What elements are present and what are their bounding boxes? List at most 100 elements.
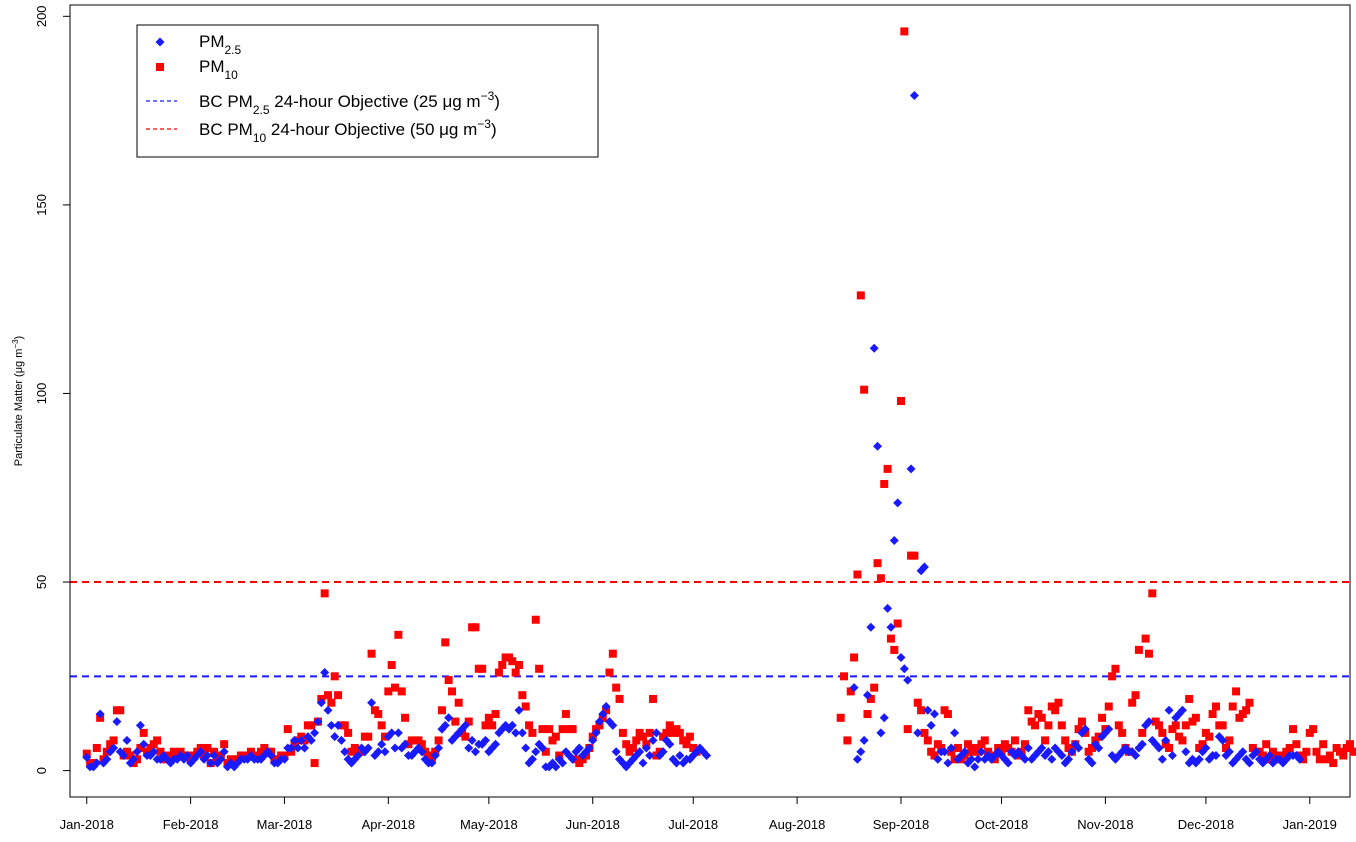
pm25-point — [913, 728, 923, 738]
legend-marker-pm10 — [156, 63, 164, 71]
pm10-point — [1262, 740, 1271, 749]
pm25-point — [440, 720, 450, 730]
pm25-point — [862, 690, 872, 700]
pm10-point — [1258, 751, 1267, 760]
pm25-point — [373, 747, 383, 757]
pm10-point — [863, 710, 872, 719]
pm10-point — [344, 728, 353, 737]
pm10-point — [622, 740, 631, 749]
y-axis: 0 50 100 150 200 — [34, 5, 71, 774]
y-tick-label: 200 — [34, 5, 49, 27]
pm25-point — [196, 747, 206, 757]
pm25-point — [568, 754, 578, 764]
pm25-point — [859, 735, 869, 745]
pm25-point — [960, 747, 970, 757]
pm10-point — [471, 623, 480, 632]
pm25-point — [930, 709, 940, 719]
pm25-point — [320, 668, 330, 678]
pm25-point — [464, 743, 474, 753]
pm10-point — [1319, 740, 1328, 749]
pm10-point — [1098, 713, 1107, 722]
pm25-point — [1074, 743, 1084, 753]
pm25-point — [1161, 735, 1171, 745]
pm10-point — [856, 291, 865, 300]
pm25-point — [1037, 743, 1047, 753]
pm10-point — [649, 694, 658, 703]
pm10-point — [1178, 736, 1187, 745]
pm10-point — [876, 574, 885, 583]
pm25-point — [849, 683, 859, 693]
pm25-point — [306, 735, 316, 745]
pm25-point — [92, 758, 102, 768]
pm25-point — [380, 747, 390, 757]
pm25-point — [574, 743, 584, 753]
x-tick-label: Dec-2018 — [1178, 817, 1234, 832]
pm25-point — [333, 720, 343, 730]
pm10-point — [964, 740, 973, 749]
pm25-point — [1167, 751, 1177, 761]
y-axis-label-sup: −3 — [11, 339, 20, 349]
pm10-point — [1044, 721, 1053, 730]
pm25-point — [671, 758, 681, 768]
pm10-point — [953, 743, 962, 752]
pm10-point — [1315, 755, 1324, 764]
y-tick-label: 0 — [34, 767, 49, 774]
pm25-point — [390, 743, 400, 753]
pm25-point — [531, 747, 541, 757]
pm10-point — [1352, 747, 1356, 756]
pm25-point — [290, 735, 300, 745]
pm10-point — [893, 619, 902, 628]
legend-label: PM2.5 — [199, 32, 242, 57]
pm10-point — [367, 649, 376, 658]
pm25-point — [417, 747, 427, 757]
pm25-point — [1020, 754, 1030, 764]
pm10-point — [538, 725, 547, 734]
pm10-point — [153, 736, 162, 745]
pm10-point — [434, 736, 443, 745]
pm25-point — [879, 713, 889, 723]
pm25-point — [511, 728, 521, 738]
pm10-point — [1037, 713, 1046, 722]
pm10-point — [618, 728, 627, 737]
pm25-point — [1067, 747, 1077, 757]
pm25-point — [886, 622, 896, 632]
pm25-point — [648, 735, 658, 745]
pm25-point — [926, 720, 936, 730]
pm10-point — [558, 725, 567, 734]
pm10-point — [327, 698, 336, 707]
pm25-point — [387, 728, 397, 738]
pm25-point — [266, 751, 276, 761]
pm25-point — [1157, 754, 1167, 764]
pm10-point — [1024, 706, 1033, 715]
pm10-point — [913, 698, 922, 707]
pm10-point — [1138, 728, 1147, 737]
pm25-point — [558, 758, 568, 768]
pm25-point — [1047, 754, 1057, 764]
pm10-point — [461, 732, 470, 741]
pm10-point — [1010, 736, 1019, 745]
pm10-point — [638, 732, 647, 741]
pm10-point — [109, 736, 118, 745]
pm10-point — [451, 717, 460, 726]
y-axis-label-text: Particulate Matter (μg m — [13, 349, 25, 467]
pm10-point — [1285, 743, 1294, 752]
pm25-point — [340, 747, 350, 757]
pm25-point — [1057, 751, 1067, 761]
pm25-point — [480, 735, 490, 745]
pm10-point — [1242, 706, 1251, 715]
pm10-point — [334, 691, 343, 700]
pm25-point — [641, 743, 651, 753]
pm10-point — [521, 702, 530, 711]
pm25-point — [444, 713, 454, 723]
pm25-point — [950, 728, 960, 738]
pm10-point — [401, 713, 410, 722]
pm10-point — [454, 698, 463, 707]
pm10-point — [1111, 664, 1120, 673]
pm10-point — [662, 728, 671, 737]
pm25-point — [940, 747, 950, 757]
pm10-point — [1225, 736, 1234, 745]
pm25-point — [517, 728, 527, 738]
pm25-point — [182, 751, 192, 761]
pm25-point — [400, 739, 410, 749]
